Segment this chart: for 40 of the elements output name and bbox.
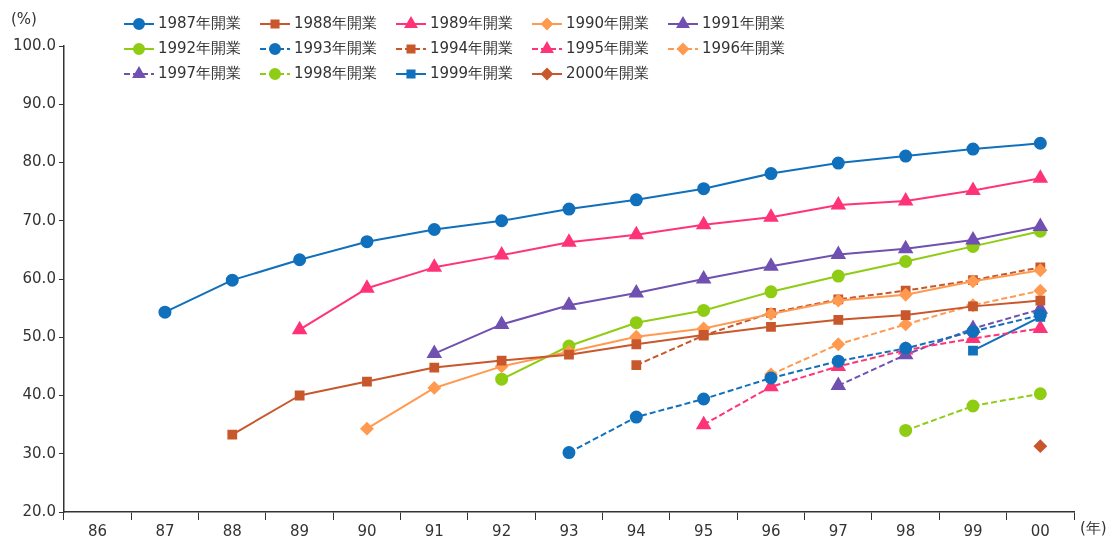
legend-label: 1993年開業 [293,39,378,58]
x-tick-label: 99 [963,521,983,540]
legend-label: 1999年開業 [429,64,514,83]
x-tick-label: 98 [896,521,916,540]
y-tick-label: 80.0 [22,152,56,171]
x-tick-label: 97 [828,521,848,540]
x-tick-label: 96 [761,521,781,540]
y-tick-label: 100.0 [12,35,56,54]
y-tick-label: 90.0 [22,94,56,113]
legend-label: 1987年開業 [157,14,242,33]
legend-label: 1989年開業 [429,14,514,33]
legend-label: 1992年開業 [157,39,242,58]
y-tick-label: 60.0 [22,268,56,287]
y-tick-label: 40.0 [22,385,56,404]
y-tick-label: 50.0 [22,327,56,346]
y-tick-label: 70.0 [22,210,56,229]
x-tick-label: 90 [357,521,377,540]
legend-label: 1994年開業 [429,39,514,58]
x-tick-label: 92 [492,521,512,540]
x-tick-label: 94 [626,521,646,540]
x-tick-label: 87 [155,521,175,540]
legend-label: 1996年開業 [701,39,786,58]
x-tick-label: 89 [290,521,310,540]
x-tick-label: 86 [88,521,108,540]
y-tick-label: 30.0 [22,443,56,462]
x-tick-label: 91 [424,521,444,540]
x-tick-label: 88 [222,521,242,540]
legend-label: 1988年開業 [293,14,378,33]
x-tick-label: 95 [694,521,714,540]
legend-label: 1998年開業 [293,64,378,83]
x-tick-label: 93 [559,521,579,540]
x-axis-title: (年) [1080,519,1107,538]
legend-label: 1995年開業 [565,39,650,58]
x-tick-label: 00 [1030,521,1050,540]
legend-label: 1990年開業 [565,14,650,33]
legend-label: 1997年開業 [157,64,242,83]
legend-label: 1991年開業 [701,14,786,33]
y-tick-label: 20.0 [22,501,56,520]
y-axis-title: (%) [10,10,37,29]
legend-label: 2000年開業 [565,64,650,83]
